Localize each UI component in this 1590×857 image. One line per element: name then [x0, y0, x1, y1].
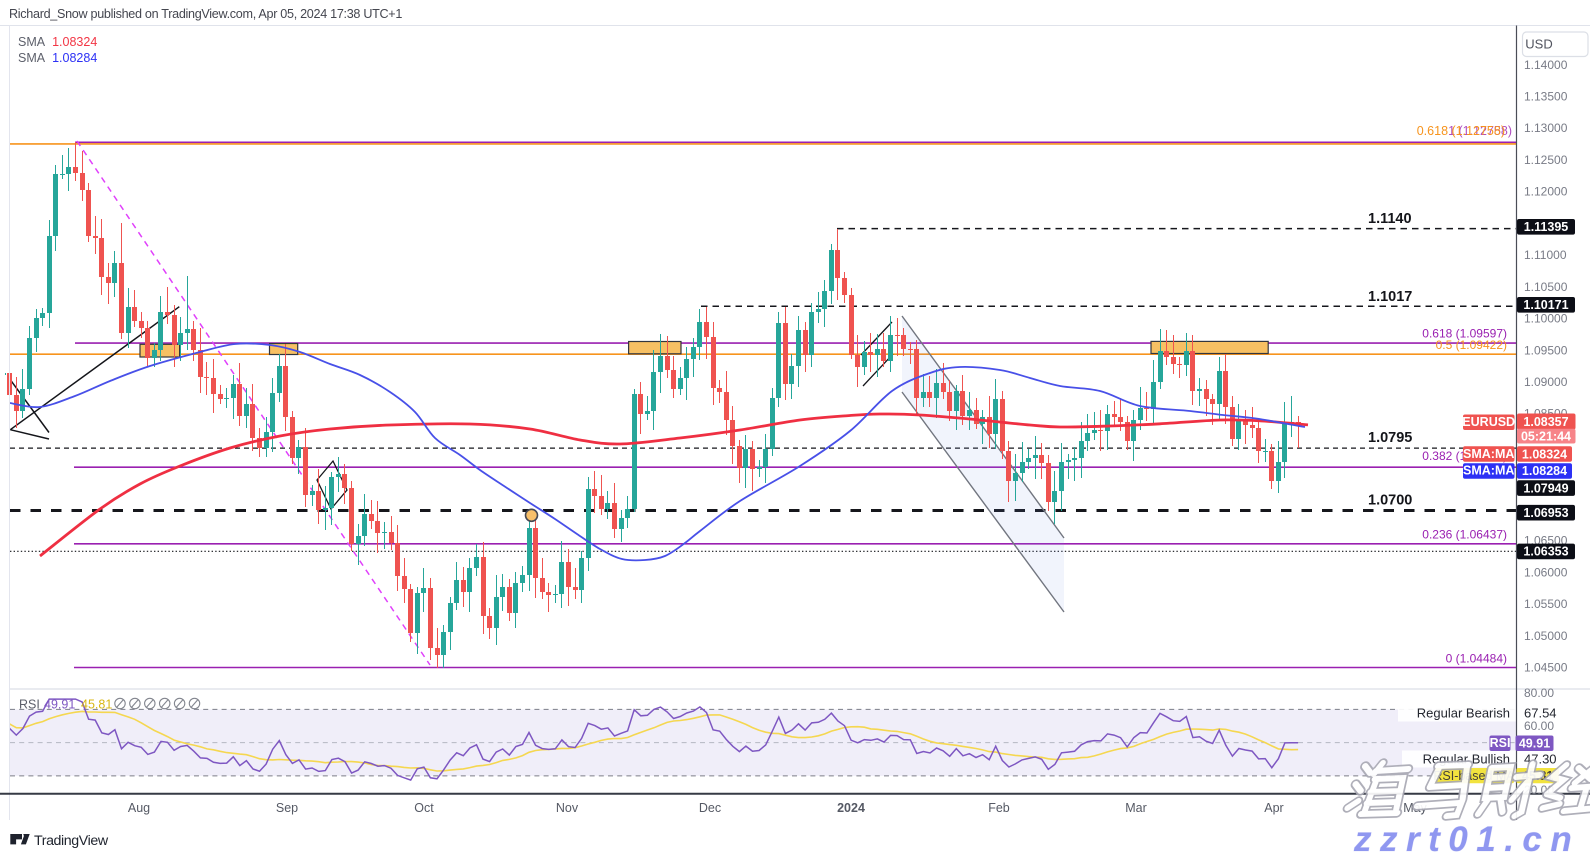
- svg-text:Feb: Feb: [988, 801, 1010, 815]
- svg-text:1.08284: 1.08284: [1522, 464, 1567, 478]
- svg-text:Sep: Sep: [276, 801, 298, 815]
- svg-text:1.0700: 1.0700: [1368, 493, 1412, 509]
- svg-text:Dec: Dec: [699, 801, 721, 815]
- svg-text:Mar: Mar: [1125, 801, 1147, 815]
- svg-text:0.618 (1.12758): 0.618 (1.12758): [1417, 124, 1505, 138]
- svg-text:1.04500: 1.04500: [1524, 661, 1568, 675]
- svg-text:45.81: 45.81: [81, 698, 112, 712]
- svg-text:zzrt01.cn: zzrt01.cn: [1353, 820, 1580, 857]
- svg-text:SMA:MA: SMA:MA: [1463, 447, 1514, 461]
- svg-text:1.11000: 1.11000: [1524, 248, 1567, 262]
- svg-text:1.06953: 1.06953: [1523, 506, 1568, 520]
- svg-text:67.54: 67.54: [1524, 706, 1557, 721]
- svg-text:0.5 (1.09422): 0.5 (1.09422): [1436, 338, 1507, 352]
- svg-text:1.12500: 1.12500: [1524, 153, 1568, 167]
- svg-text:80.00: 80.00: [1524, 686, 1554, 700]
- svg-text:1.1017: 1.1017: [1368, 289, 1412, 305]
- svg-text:EURUSD: EURUSD: [1462, 415, 1515, 429]
- svg-text:0.236 (1.06437): 0.236 (1.06437): [1422, 528, 1507, 542]
- svg-text:SMA:MA: SMA:MA: [1463, 464, 1514, 478]
- svg-text:05:21:44: 05:21:44: [1521, 429, 1571, 443]
- svg-text:0.618 (1.09597): 0.618 (1.09597): [1422, 327, 1507, 341]
- svg-text:0 (1.04484): 0 (1.04484): [1446, 652, 1507, 666]
- svg-text:1.10171: 1.10171: [1523, 298, 1568, 312]
- svg-text:1.05000: 1.05000: [1524, 629, 1568, 643]
- svg-text:1.10500: 1.10500: [1524, 280, 1568, 294]
- svg-text:1.13000: 1.13000: [1524, 121, 1568, 135]
- svg-text:49.91: 49.91: [1519, 737, 1550, 751]
- svg-text:1.0795: 1.0795: [1368, 430, 1412, 446]
- svg-text:49.91: 49.91: [44, 698, 75, 712]
- svg-text:RSI: RSI: [19, 698, 40, 712]
- svg-text:1.13500: 1.13500: [1524, 90, 1568, 104]
- svg-text:1.07949: 1.07949: [1523, 481, 1568, 495]
- svg-text:1.14000: 1.14000: [1524, 58, 1568, 72]
- svg-text:1.12000: 1.12000: [1524, 185, 1568, 199]
- svg-text:1.08324: 1.08324: [1522, 447, 1567, 461]
- svg-text:Aug: Aug: [128, 801, 150, 815]
- svg-text:1.1140: 1.1140: [1368, 211, 1412, 227]
- svg-text:1.06353: 1.06353: [1523, 545, 1568, 559]
- svg-text:Regular Bearish: Regular Bearish: [1417, 706, 1510, 721]
- svg-text:Apr: Apr: [1264, 801, 1283, 815]
- svg-text:USD: USD: [1525, 37, 1552, 52]
- svg-text:1.09000: 1.09000: [1524, 375, 1568, 389]
- svg-text:1.05500: 1.05500: [1524, 597, 1568, 611]
- svg-text:1.10000: 1.10000: [1524, 312, 1568, 326]
- svg-text:Oct: Oct: [414, 801, 434, 815]
- svg-text:TradingView: TradingView: [34, 833, 109, 849]
- svg-text:1.11395: 1.11395: [1524, 220, 1569, 234]
- svg-text:1.08357: 1.08357: [1523, 415, 1568, 429]
- svg-text:1 (1.12758): 1 (1.12758): [1448, 124, 1512, 138]
- svg-text:1.06000: 1.06000: [1524, 565, 1568, 579]
- svg-text:1.09500: 1.09500: [1524, 343, 1568, 357]
- svg-text:RSI: RSI: [1490, 736, 1511, 750]
- svg-text:2024: 2024: [837, 801, 865, 815]
- svg-text:60.00: 60.00: [1524, 719, 1554, 733]
- svg-text:Nov: Nov: [556, 801, 579, 815]
